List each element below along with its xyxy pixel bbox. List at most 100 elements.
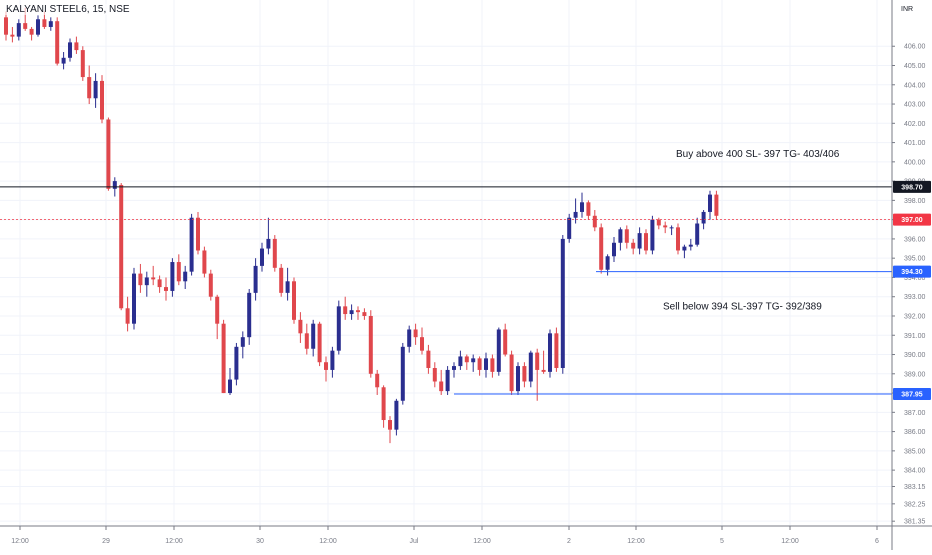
candle-body [42,19,47,27]
candle-body [605,256,610,270]
candle [311,319,316,357]
candle [496,327,501,376]
candle [445,366,450,395]
x-tick-label: 12:00 [781,538,799,545]
candle-body [618,229,623,243]
price-labels: 398.70 397.00 394.30 387.95 [893,180,931,401]
candle-body [400,346,405,401]
candle [119,183,124,311]
candle [708,190,712,220]
candle [247,289,252,345]
candle-body [138,273,143,286]
candle-body [349,310,354,315]
candle-body [528,352,533,382]
y-tick-label: 392.00 [904,313,926,320]
y-tick-label: 403.00 [904,102,926,109]
candle-body [701,211,706,224]
price-axis[interactable]: 406.00 405.00 404.00 403.00 402.00 401.00 400.… [892,44,926,526]
candle [298,312,303,343]
candle-body [48,21,53,27]
candle-body [324,362,328,370]
candle-body [29,28,34,35]
candle [68,38,72,62]
candle [164,277,168,301]
candle [599,223,604,274]
candle-body [151,277,156,280]
candle-body [234,346,239,380]
y-tick-label: 398.00 [904,198,926,205]
candle-body [100,80,104,120]
annotation-text[interactable]: Buy above 400 SL- 397 TG- 403/406 [676,149,840,160]
price-label-text: 397.00 [901,217,923,224]
time-axis[interactable]: 12:00 29 12:00 30 12:00 Jul 12:00 2 12:00 5 12:00 6 [11,526,879,545]
candle-body [16,23,21,37]
candle-body [381,387,386,421]
y-tick-label: 401.00 [904,140,926,147]
candle [132,267,136,330]
candle [477,356,482,376]
candle-body [439,381,444,392]
candle [490,354,495,378]
candle [676,223,680,255]
candle-body [413,329,418,338]
candle-body [407,329,412,347]
annotation-text[interactable]: Sell below 394 SL-397 TG- 392/389 [663,301,822,312]
candle-body [682,246,687,251]
candle [16,19,21,41]
candle [656,217,661,230]
candle [330,346,335,378]
candle [420,327,424,355]
candle [324,356,328,382]
candle-body [330,350,335,370]
candle [260,242,264,272]
candle [317,321,322,367]
candle [631,238,636,255]
candle [55,17,60,66]
candle-body [132,273,136,324]
y-tick-label: 390.00 [904,352,926,359]
candle [560,235,565,374]
candle [144,271,149,297]
candle-body [125,308,130,324]
candle [624,225,629,249]
candle-body [631,242,636,249]
candle-body [580,202,584,212]
candle [215,294,220,340]
candle [304,323,309,355]
candle-body [208,273,213,297]
candle [528,350,533,388]
candle [432,362,437,388]
candle-body [61,57,66,64]
price-label-text: 387.95 [901,392,923,399]
y-tick-label: 389.00 [904,371,926,378]
candle [336,300,341,355]
candle-body [221,323,226,394]
candle-body [420,337,424,351]
candle [87,65,92,105]
y-tick-label: 394.00 [904,275,926,282]
candle [4,11,8,41]
candle [650,215,655,255]
y-tick-label: 406.00 [904,44,926,51]
candle [452,362,456,378]
candle [36,15,40,37]
candle-body [637,233,642,249]
candle [228,368,232,395]
candle [74,36,79,54]
candle-body [624,229,629,243]
candle-body [144,277,149,286]
candle [682,244,687,259]
candle-body [714,194,719,216]
candle [388,416,392,444]
price-label-box [893,388,931,401]
candle-body [567,217,572,239]
candle [343,296,348,320]
candle-body [394,400,399,430]
candle-body [272,238,277,268]
candle [541,350,546,374]
candle-body [650,219,655,251]
x-tick-label: 6 [875,538,879,545]
candle [349,304,354,320]
